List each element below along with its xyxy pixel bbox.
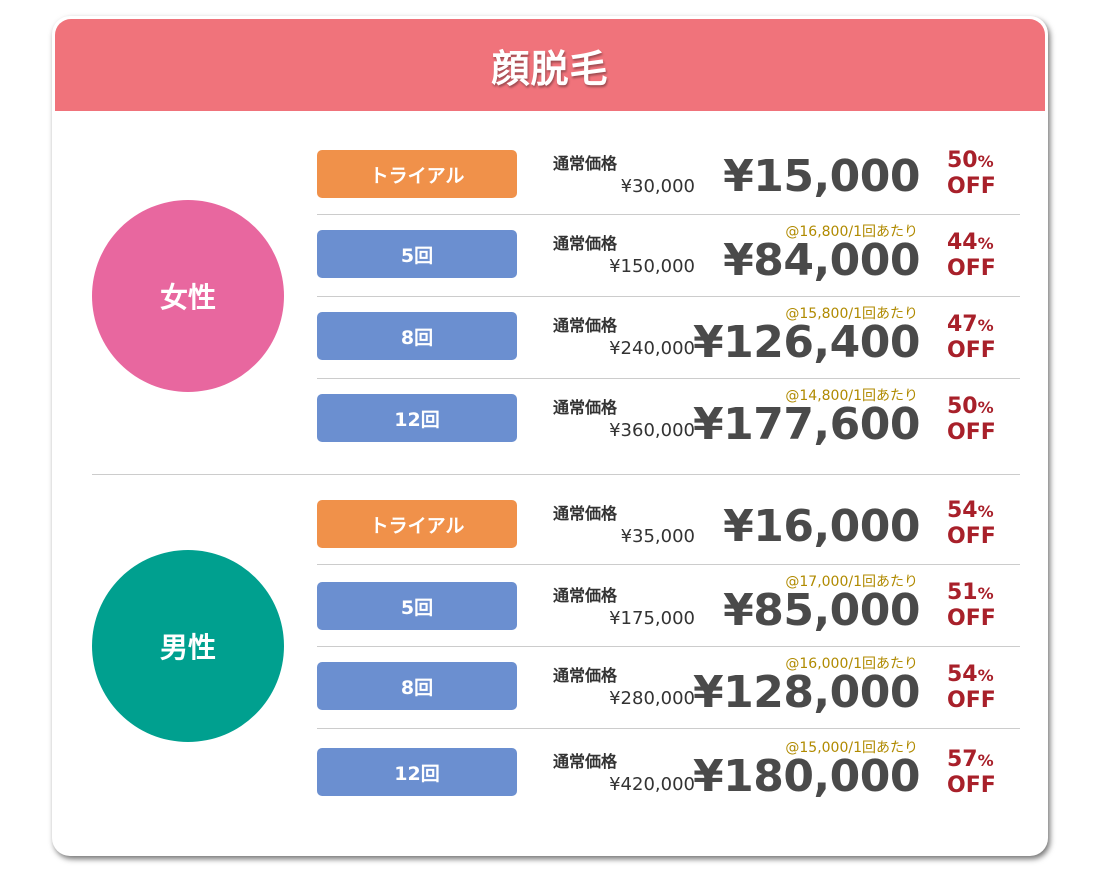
plan-button-8[interactable]: 8回 bbox=[317, 312, 517, 360]
sale-price: ¥126,400 bbox=[692, 317, 921, 368]
price-row-female-trial: トライアル 通常価格 ¥30,000 ¥15,000 50% OFF bbox=[317, 133, 1020, 215]
discount-badge: 47% OFF bbox=[947, 312, 996, 363]
female-badge: 女性 bbox=[92, 200, 284, 392]
regular-price: ¥240,000 bbox=[609, 338, 695, 359]
regular-price-label: 通常価格 bbox=[553, 154, 618, 173]
header-title: 顔脱毛 bbox=[491, 45, 609, 91]
discount-badge: 51% OFF bbox=[947, 580, 996, 631]
plan-button-5[interactable]: 5回 bbox=[317, 230, 517, 278]
discount-badge: 44% OFF bbox=[947, 230, 996, 281]
per-session-price: @15,800/1回あたり bbox=[785, 306, 918, 322]
discount-badge: 50% OFF bbox=[947, 148, 996, 199]
sale-price: ¥177,600 bbox=[692, 399, 921, 450]
regular-price-label: 通常価格 bbox=[553, 504, 618, 523]
per-session-price: @14,800/1回あたり bbox=[785, 388, 918, 404]
discount-badge: 57% OFF bbox=[947, 747, 996, 798]
per-session-price: @17,000/1回あたり bbox=[785, 574, 918, 590]
per-session-price: @15,000/1回あたり bbox=[785, 740, 918, 756]
price-row-male-5: 5回 通常価格 ¥175,000 @17,000/1回あたり ¥85,000 5… bbox=[317, 565, 1020, 647]
sale-price: ¥85,000 bbox=[723, 585, 920, 636]
sale-price: ¥84,000 bbox=[723, 235, 920, 286]
price-row-male-trial: トライアル 通常価格 ¥35,000 ¥16,000 54% OFF bbox=[317, 483, 1020, 565]
price-row-female-5: 5回 通常価格 ¥150,000 @16,800/1回あたり ¥84,000 4… bbox=[317, 215, 1020, 297]
section-divider bbox=[92, 474, 1020, 475]
female-label: 女性 bbox=[159, 281, 216, 314]
regular-price: ¥360,000 bbox=[609, 420, 695, 441]
plan-button-trial[interactable]: トライアル bbox=[317, 500, 517, 548]
regular-price-label: 通常価格 bbox=[553, 398, 618, 417]
regular-price: ¥175,000 bbox=[609, 608, 695, 629]
per-session-price: @16,800/1回あたり bbox=[785, 224, 918, 240]
discount-badge: 54% OFF bbox=[947, 498, 996, 549]
plan-button-5[interactable]: 5回 bbox=[317, 582, 517, 630]
regular-price-label: 通常価格 bbox=[553, 316, 618, 335]
pricing-header: 顔脱毛 bbox=[55, 19, 1045, 111]
male-label: 男性 bbox=[159, 631, 216, 664]
plan-button-8[interactable]: 8回 bbox=[317, 662, 517, 710]
sale-price: ¥16,000 bbox=[723, 501, 920, 552]
discount-badge: 50% OFF bbox=[947, 394, 996, 445]
regular-price: ¥35,000 bbox=[620, 526, 695, 547]
price-row-male-12: 12回 通常価格 ¥420,000 @15,000/1回あたり ¥180,000… bbox=[317, 729, 1020, 811]
regular-price: ¥150,000 bbox=[609, 256, 695, 277]
pricing-card: 顔脱毛 女性 トライアル 通常価格 ¥30,000 ¥15,000 50% OF… bbox=[52, 16, 1048, 856]
per-session-price: @16,000/1回あたり bbox=[785, 656, 918, 672]
sale-price: ¥15,000 bbox=[723, 151, 920, 202]
price-row-female-12: 12回 通常価格 ¥360,000 @14,800/1回あたり ¥177,600… bbox=[317, 379, 1020, 461]
price-row-female-8: 8回 通常価格 ¥240,000 @15,800/1回あたり ¥126,400 … bbox=[317, 297, 1020, 379]
plan-button-12[interactable]: 12回 bbox=[317, 748, 517, 796]
price-row-male-8: 8回 通常価格 ¥280,000 @16,000/1回あたり ¥128,000 … bbox=[317, 647, 1020, 729]
sale-price: ¥180,000 bbox=[692, 751, 921, 802]
regular-price-label: 通常価格 bbox=[553, 234, 618, 253]
male-badge: 男性 bbox=[92, 550, 284, 742]
regular-price: ¥280,000 bbox=[609, 688, 695, 709]
discount-badge: 54% OFF bbox=[947, 662, 996, 713]
regular-price-label: 通常価格 bbox=[553, 586, 618, 605]
regular-price: ¥30,000 bbox=[620, 176, 695, 197]
regular-price-label: 通常価格 bbox=[553, 752, 618, 771]
plan-button-trial[interactable]: トライアル bbox=[317, 150, 517, 198]
plan-button-12[interactable]: 12回 bbox=[317, 394, 517, 442]
regular-price: ¥420,000 bbox=[609, 774, 695, 795]
regular-price-label: 通常価格 bbox=[553, 666, 618, 685]
sale-price: ¥128,000 bbox=[692, 667, 921, 718]
